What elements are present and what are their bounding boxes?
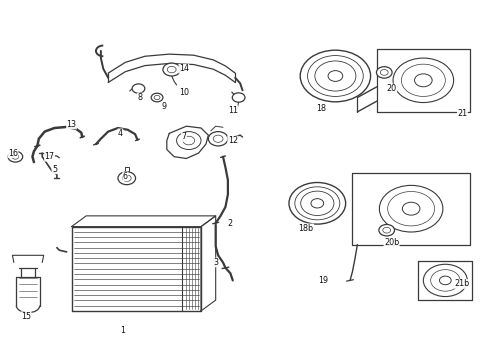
Circle shape xyxy=(289,183,345,224)
Circle shape xyxy=(132,84,145,93)
Circle shape xyxy=(402,202,420,215)
Circle shape xyxy=(118,172,136,185)
Text: 12: 12 xyxy=(228,136,238,145)
Circle shape xyxy=(308,55,363,96)
Text: 13: 13 xyxy=(67,120,76,129)
Circle shape xyxy=(163,63,180,76)
Text: 21: 21 xyxy=(457,109,467,118)
Circle shape xyxy=(301,191,334,216)
Circle shape xyxy=(328,71,343,81)
Circle shape xyxy=(213,135,223,142)
Circle shape xyxy=(401,64,445,96)
Text: 1: 1 xyxy=(121,326,125,335)
Text: 7: 7 xyxy=(181,132,187,141)
Circle shape xyxy=(232,93,245,102)
Text: 20: 20 xyxy=(387,84,396,93)
Circle shape xyxy=(295,187,340,220)
Text: 17: 17 xyxy=(45,152,54,161)
Circle shape xyxy=(383,227,391,233)
Text: 9: 9 xyxy=(162,102,167,111)
Circle shape xyxy=(380,69,388,75)
Circle shape xyxy=(376,67,392,78)
Text: 21b: 21b xyxy=(455,279,470,288)
Circle shape xyxy=(423,264,467,297)
Text: 10: 10 xyxy=(179,87,189,96)
Circle shape xyxy=(379,225,394,236)
Text: 19: 19 xyxy=(318,276,328,285)
Text: 20b: 20b xyxy=(384,238,399,247)
Text: 4: 4 xyxy=(118,129,123,138)
Circle shape xyxy=(388,192,435,226)
Text: 8: 8 xyxy=(138,93,143,102)
Text: 6: 6 xyxy=(123,172,128,181)
Circle shape xyxy=(151,93,163,102)
Circle shape xyxy=(440,276,451,285)
Circle shape xyxy=(311,199,324,208)
Circle shape xyxy=(176,132,201,149)
Circle shape xyxy=(208,132,228,146)
Circle shape xyxy=(415,74,432,87)
Circle shape xyxy=(431,270,460,291)
Circle shape xyxy=(183,136,195,145)
Circle shape xyxy=(379,185,443,232)
Circle shape xyxy=(315,61,356,91)
Circle shape xyxy=(122,175,131,181)
Text: 16: 16 xyxy=(8,149,18,158)
Circle shape xyxy=(393,58,454,103)
Circle shape xyxy=(167,66,176,73)
Text: 14: 14 xyxy=(179,64,189,73)
Text: 5: 5 xyxy=(52,165,57,174)
Text: 15: 15 xyxy=(21,312,31,321)
Text: 18: 18 xyxy=(316,104,326,113)
Circle shape xyxy=(8,151,23,162)
Text: 3: 3 xyxy=(213,258,218,267)
Circle shape xyxy=(154,95,160,100)
Circle shape xyxy=(12,154,19,159)
Text: 2: 2 xyxy=(228,219,233,228)
Circle shape xyxy=(300,50,370,102)
Text: 18b: 18b xyxy=(298,224,314,233)
Text: 11: 11 xyxy=(228,105,238,114)
